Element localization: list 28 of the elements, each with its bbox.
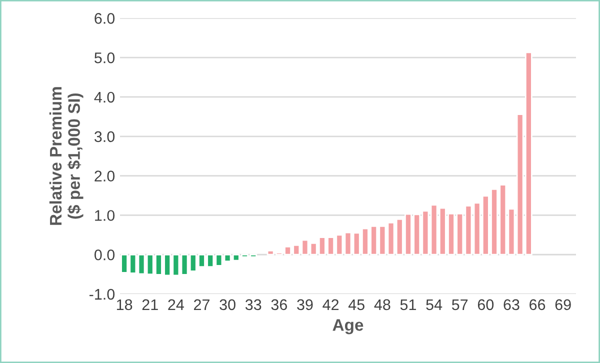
x-tick-label: 21 bbox=[142, 299, 158, 310]
y-tick-label: 5.0 bbox=[94, 52, 115, 64]
y-axis-title: Relative Premium ($ per $1,000 SI) bbox=[49, 87, 84, 225]
x-tick-label: 60 bbox=[478, 299, 494, 310]
x-tick-label: 45 bbox=[348, 299, 364, 310]
x-tick-label: 18 bbox=[116, 299, 132, 310]
x-tick-label: 57 bbox=[452, 299, 468, 310]
x-tick-label: 39 bbox=[297, 299, 313, 310]
x-tick-label: 69 bbox=[555, 299, 571, 310]
x-tick-label: 30 bbox=[220, 299, 236, 310]
x-tick-label: 51 bbox=[400, 299, 416, 310]
y-tick-label: 0.0 bbox=[94, 249, 115, 260]
x-tick-label: 36 bbox=[271, 299, 287, 310]
x-tick-label: 48 bbox=[374, 299, 390, 310]
x-tick-label: 54 bbox=[426, 299, 442, 310]
y-tick-label: 6.0 bbox=[94, 13, 115, 24]
y-tick-label: 4.0 bbox=[94, 92, 115, 103]
y-tick-label: 2.0 bbox=[94, 170, 115, 182]
y-tick-label: 3.0 bbox=[94, 131, 115, 142]
x-tick-label: 66 bbox=[530, 299, 546, 310]
x-tick-label: 33 bbox=[245, 299, 262, 310]
y-tick-label: 1.0 bbox=[95, 210, 115, 221]
x-axis-title: Age bbox=[332, 319, 364, 334]
x-tick-label: 42 bbox=[322, 299, 339, 310]
y-tick-label: -1.0 bbox=[89, 288, 115, 300]
x-tick-label: 24 bbox=[168, 299, 184, 310]
x-tick-label: 63 bbox=[504, 299, 520, 310]
x-tick-label: 27 bbox=[194, 299, 210, 310]
